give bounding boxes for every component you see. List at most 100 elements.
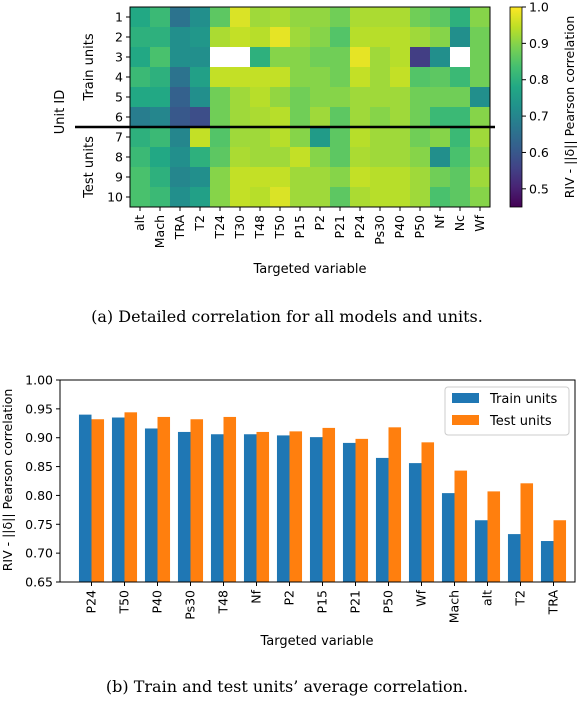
heatmap-cell xyxy=(130,67,151,88)
heatmap-cell xyxy=(150,107,171,128)
bar-train xyxy=(111,417,125,582)
heatmap-cell xyxy=(410,167,431,188)
heatmap-cell xyxy=(250,87,271,108)
heatmap-cell xyxy=(450,167,471,188)
heatmap-cell xyxy=(290,27,311,48)
bar-test xyxy=(256,431,270,582)
bar-x-tick-label: alt xyxy=(480,590,495,606)
heatmap-cell xyxy=(370,7,391,28)
heatmap-cell xyxy=(270,67,291,88)
legend-swatch-train xyxy=(452,393,479,403)
heatmap-cell xyxy=(210,7,231,28)
heatmap-cell xyxy=(430,107,451,128)
heatmap-cell xyxy=(290,127,311,148)
bar-y-axis-label: RIV - ||δ|| Pearson correlation xyxy=(0,389,15,572)
heatmap-cell xyxy=(430,167,451,188)
heatmap-cell xyxy=(330,47,351,68)
bar-x-tick-label: P21 xyxy=(348,590,363,613)
colorbar-label: RIV - ||δ|| Pearson correlation xyxy=(562,16,577,199)
heatmap-cell xyxy=(270,47,291,68)
colorbar xyxy=(509,6,523,208)
heatmap-cell xyxy=(150,67,171,88)
heatmap-cell xyxy=(290,187,311,208)
heatmap-cell xyxy=(290,167,311,188)
bar-test xyxy=(553,520,567,582)
bar-x-tick-label: P40 xyxy=(150,590,165,613)
heatmap-cell xyxy=(210,167,231,188)
bar-train xyxy=(441,493,455,582)
bar-x-ticks: P24 T50 P40 Ps30 T48 Nf P2 P15 P21 P50 Wf Mach alt T2… xyxy=(84,582,561,623)
bar-test xyxy=(190,419,204,582)
bar-test xyxy=(223,416,237,582)
bar-x-tick-label: TRA xyxy=(546,590,561,616)
bar-train xyxy=(144,428,158,582)
heatmap-cell xyxy=(410,87,431,108)
heatmap-cell xyxy=(190,47,211,68)
heatmap-cell xyxy=(410,67,431,88)
heatmap-cell xyxy=(390,187,411,208)
bar-y-ticks: 0.65 0.70 0.75 0.80 0.85 0.90 0.95 1.00 xyxy=(25,373,60,590)
bar-train xyxy=(78,414,92,582)
heatmap-cell xyxy=(350,7,371,28)
heatmap-cell xyxy=(370,67,391,88)
heatmap-cell xyxy=(230,47,251,68)
heatmap-cell xyxy=(470,7,491,28)
heatmap-x-tick-label: P15 xyxy=(292,215,307,238)
heatmap-cell xyxy=(130,47,151,68)
heatmap-cell xyxy=(470,87,491,108)
bar-y-tick-label: 0.65 xyxy=(25,575,53,590)
heatmap-chart: alt Mach TRA T2 T24 T30 T48 T50 P15 P2 P21 P24 Ps30 P… xyxy=(53,0,577,277)
heatmap-cell xyxy=(450,7,471,28)
heatmap-cell xyxy=(210,87,231,108)
bar-x-tick-label: T50 xyxy=(117,590,132,615)
heatmap-cell xyxy=(310,7,331,28)
heatmap-cell xyxy=(130,127,151,148)
heatmap-cell xyxy=(330,27,351,48)
heatmap-cell xyxy=(470,107,491,128)
heatmap-cell xyxy=(290,107,311,128)
heatmap-cell xyxy=(270,27,291,48)
heatmap-cell xyxy=(450,67,471,88)
heatmap-cell xyxy=(410,7,431,28)
bar-x-tick-label: P2 xyxy=(282,590,297,606)
heatmap-cell xyxy=(150,187,171,208)
heatmap-cell xyxy=(330,147,351,168)
bar-y-tick-label: 0.95 xyxy=(25,401,53,416)
heatmap-cell xyxy=(130,187,151,208)
heatmap-x-tick-label: P50 xyxy=(412,215,427,238)
heatmap-cell xyxy=(150,147,171,168)
heatmap-x-tick-label: T24 xyxy=(212,215,227,240)
heatmap-cell xyxy=(130,7,151,28)
heatmap-cell xyxy=(350,167,371,188)
heatmap-x-tick-label: Nf xyxy=(432,214,447,228)
bar-x-tick-label: P15 xyxy=(315,590,330,613)
heatmap-cell xyxy=(230,187,251,208)
heatmap-cell xyxy=(190,187,211,208)
heatmap-cell xyxy=(470,27,491,48)
bar-test xyxy=(520,483,534,582)
heatmap-x-tick-label: T30 xyxy=(232,215,247,240)
heatmap-cell xyxy=(450,87,471,108)
heatmap-cell xyxy=(210,187,231,208)
heatmap-cell xyxy=(330,67,351,88)
heatmap-cell xyxy=(270,187,291,208)
bar-test xyxy=(355,438,369,582)
heatmap-cell xyxy=(170,167,191,188)
heatmap-cell xyxy=(170,7,191,28)
heatmap-cell xyxy=(150,47,171,68)
heatmap-cell xyxy=(410,27,431,48)
bar-train xyxy=(474,520,488,582)
heatmap-cell xyxy=(430,7,451,28)
heatmap-cell xyxy=(450,27,471,48)
heatmap-cell xyxy=(190,87,211,108)
row-group-label-test: Test units xyxy=(82,136,97,199)
heatmap-cell xyxy=(310,147,331,168)
heatmap-cell xyxy=(310,87,331,108)
heatmap-cell xyxy=(190,127,211,148)
bar-test xyxy=(157,416,171,582)
bar-test xyxy=(487,491,501,582)
bar-x-tick-label: Ps30 xyxy=(183,590,198,620)
heatmap-cell xyxy=(190,167,211,188)
heatmap-cell xyxy=(350,47,371,68)
